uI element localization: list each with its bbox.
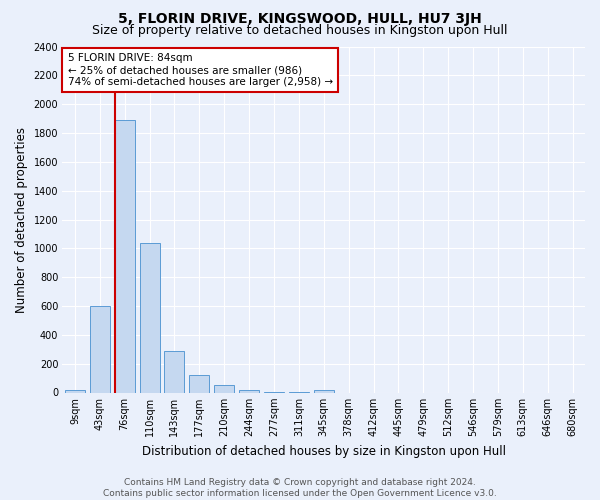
Bar: [190, 375, 209, 392]
X-axis label: Distribution of detached houses by size in Kingston upon Hull: Distribution of detached houses by size …: [142, 444, 506, 458]
Bar: [65, 390, 85, 392]
Bar: [140, 244, 160, 392]
Bar: [115, 120, 134, 392]
Y-axis label: Number of detached properties: Number of detached properties: [15, 126, 28, 312]
Text: Size of property relative to detached houses in Kingston upon Hull: Size of property relative to detached ho…: [92, 24, 508, 37]
Bar: [239, 390, 259, 392]
Bar: [214, 386, 234, 392]
Bar: [314, 390, 334, 392]
Bar: [90, 306, 110, 392]
Text: Contains HM Land Registry data © Crown copyright and database right 2024.
Contai: Contains HM Land Registry data © Crown c…: [103, 478, 497, 498]
Bar: [164, 350, 184, 393]
Text: 5, FLORIN DRIVE, KINGSWOOD, HULL, HU7 3JH: 5, FLORIN DRIVE, KINGSWOOD, HULL, HU7 3J…: [118, 12, 482, 26]
Text: 5 FLORIN DRIVE: 84sqm
← 25% of detached houses are smaller (986)
74% of semi-det: 5 FLORIN DRIVE: 84sqm ← 25% of detached …: [68, 54, 333, 86]
